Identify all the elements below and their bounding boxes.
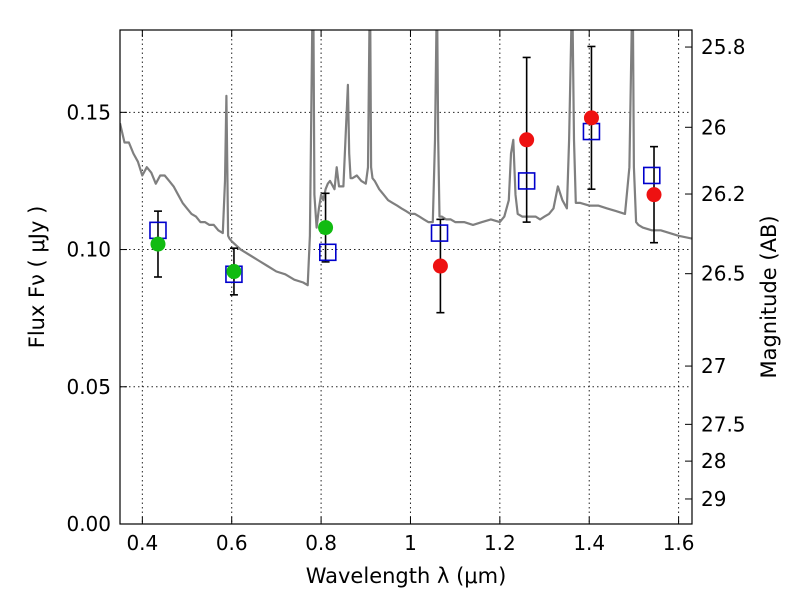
y2-axis-ticks: 25.8 26 26.2 26.5 27 27.5 28 29	[685, 35, 746, 511]
x-tick-label: 1.4	[573, 531, 605, 555]
observed-point-circle	[150, 236, 166, 252]
model-points-layer	[149, 122, 661, 284]
plot-frame	[119, 29, 693, 525]
observed-points-layer	[150, 110, 662, 280]
y2-tick-label: 26.2	[701, 182, 746, 206]
x-tick-label: 1.2	[484, 531, 516, 555]
x-tick-label: 1.6	[663, 531, 695, 555]
observed-point-circle	[318, 220, 334, 236]
observed-point-circle	[519, 132, 535, 148]
x-tick-label: 0.4	[126, 531, 158, 555]
y-tick-label: 0.15	[66, 100, 111, 124]
observed-point-circle	[432, 258, 448, 274]
x-tick-label: 1	[404, 531, 417, 555]
y2-tick-label: 25.8	[701, 35, 746, 59]
y-axis-label: Flux Fν ( μJy )	[25, 206, 49, 349]
y2-tick-label: 26.5	[701, 262, 746, 286]
observed-point-circle	[226, 264, 242, 280]
observed-point-circle	[583, 110, 599, 126]
spectrum-layer	[120, 30, 692, 287]
y2-tick-label: 27.5	[701, 412, 746, 436]
y2-tick-label: 27	[701, 354, 726, 378]
y2-tick-label: 28	[701, 449, 726, 473]
grid	[120, 30, 692, 525]
x-axis-ticks: 0.4 0.6 0.8 1 1.2 1.4 1.6	[126, 30, 695, 555]
model-point-square	[318, 243, 337, 262]
model-point-square	[642, 166, 661, 185]
y-tick-label: 0.00	[66, 512, 111, 536]
y-tick-label: 0.05	[66, 375, 111, 399]
x-axis-label: Wavelength λ (μm)	[306, 564, 507, 588]
x-tick-label: 0.8	[305, 531, 337, 555]
y2-axis-label: Magnitude (AB)	[757, 215, 781, 378]
y-tick-label: 0.10	[66, 238, 111, 262]
model-point-square	[430, 224, 449, 242]
y2-tick-label: 29	[701, 487, 726, 511]
x-tick-label: 0.6	[216, 531, 248, 555]
observed-point-circle	[646, 187, 662, 203]
y-axis-ticks: 0.00 0.05 0.10 0.15	[66, 100, 127, 536]
model-spectrum-line	[120, 30, 692, 287]
model-point-square	[517, 172, 536, 190]
y2-tick-label: 26	[701, 115, 726, 139]
